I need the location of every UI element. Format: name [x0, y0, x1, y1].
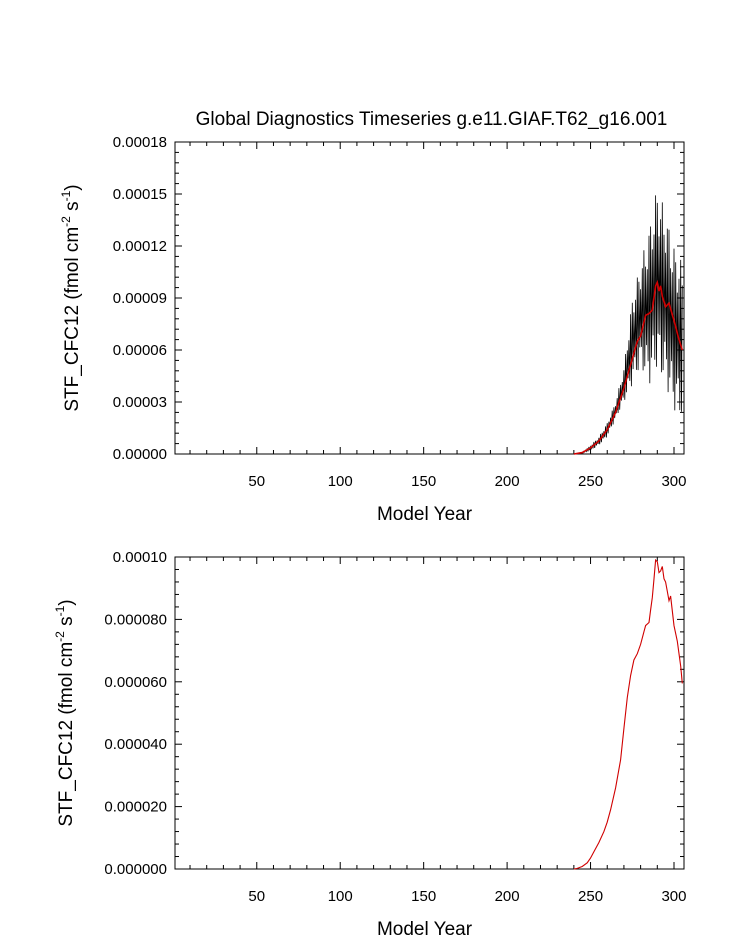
- bottom-y-tick-label: 0.000000: [104, 861, 167, 878]
- top-chart-title: Global Diagnostics Timeseries g.e11.GIAF…: [196, 109, 668, 130]
- bottom-y-tick-label: 0.000080: [104, 611, 167, 628]
- bottom-x-tick-label: 300: [661, 888, 686, 905]
- top-y-tick-label: 0.00009: [113, 290, 167, 307]
- bottom-y-axis-label-mid: s: [56, 616, 77, 631]
- top-x-tick-label: 50: [248, 473, 265, 490]
- bottom-x-tick-label: 200: [495, 888, 520, 905]
- bottom-x-tick-label: 150: [411, 888, 436, 905]
- bottom-chart-panel: 50 100 150 200 250 300 0.000000 0.000020 0.00004…: [53, 549, 687, 940]
- bottom-y-axis-label: STF_CFC12 (fmol cm-2 s-1): [53, 599, 77, 826]
- top-x-tick-label: 200: [495, 473, 520, 490]
- bottom-series-annual-mean-line: [573, 558, 683, 870]
- top-series-monthly: [573, 195, 683, 455]
- bottom-series-annual-mean: [573, 558, 683, 870]
- top-y-tick-label: 0.00015: [113, 186, 167, 203]
- bottom-y-axis-label-end: ): [56, 599, 77, 605]
- bottom-y-tick-label: 0.000040: [104, 736, 167, 753]
- top-y-axis-label-exp1: -2: [59, 216, 73, 227]
- top-series-annual-mean-line: [573, 279, 684, 455]
- top-y-axis-label-exp2: -1: [59, 190, 73, 201]
- top-y-axis-label-mid: s: [62, 201, 83, 216]
- top-series-monthly-line: [573, 195, 683, 455]
- bottom-y-tick-label: 0.00010: [113, 549, 167, 566]
- top-y-tick-label: 0.00003: [113, 394, 167, 411]
- top-x-tick-label: 150: [411, 473, 436, 490]
- bottom-y-axis-label-base: STF_CFC12 (fmol cm: [56, 642, 77, 827]
- top-x-ticks: [189, 142, 675, 454]
- top-x-tick-label: 300: [661, 473, 686, 490]
- bottom-x-tick-label: 250: [578, 888, 603, 905]
- bottom-x-tick-label: 100: [328, 888, 353, 905]
- top-y-ticks: [175, 141, 684, 455]
- bottom-y-axis-label-exp1: -2: [53, 631, 67, 642]
- top-y-tick-label: 0.00006: [113, 342, 167, 359]
- bottom-x-tick-label: 50: [248, 888, 265, 905]
- bottom-y-axis-label-exp2: -1: [53, 605, 67, 616]
- top-y-axis-label-end: ): [62, 184, 83, 190]
- bottom-y-tick-label: 0.000020: [104, 799, 167, 816]
- top-y-tick-label: 0.00018: [113, 134, 167, 151]
- top-x-axis-label: Model Year: [377, 504, 473, 525]
- bottom-x-axis-label: Model Year: [377, 919, 473, 940]
- top-chart-panel: 50 100 150 200 250 300 0.00000 0.00003 0.00006 0.…: [59, 109, 687, 525]
- bottom-x-ticks: [189, 557, 675, 869]
- top-x-tick-label: 250: [578, 473, 603, 490]
- bottom-y-tick-label: 0.000060: [104, 674, 167, 691]
- top-y-axis-label-base: STF_CFC12 (fmol cm: [62, 227, 83, 412]
- top-series-annual-mean: [573, 279, 684, 455]
- top-y-tick-label: 0.00000: [113, 446, 167, 463]
- top-plot-frame: [174, 141, 685, 455]
- top-y-axis-label: STF_CFC12 (fmol cm-2 s-1): [59, 184, 83, 411]
- top-y-tick-label: 0.00012: [113, 238, 167, 255]
- top-x-tick-label: 100: [328, 473, 353, 490]
